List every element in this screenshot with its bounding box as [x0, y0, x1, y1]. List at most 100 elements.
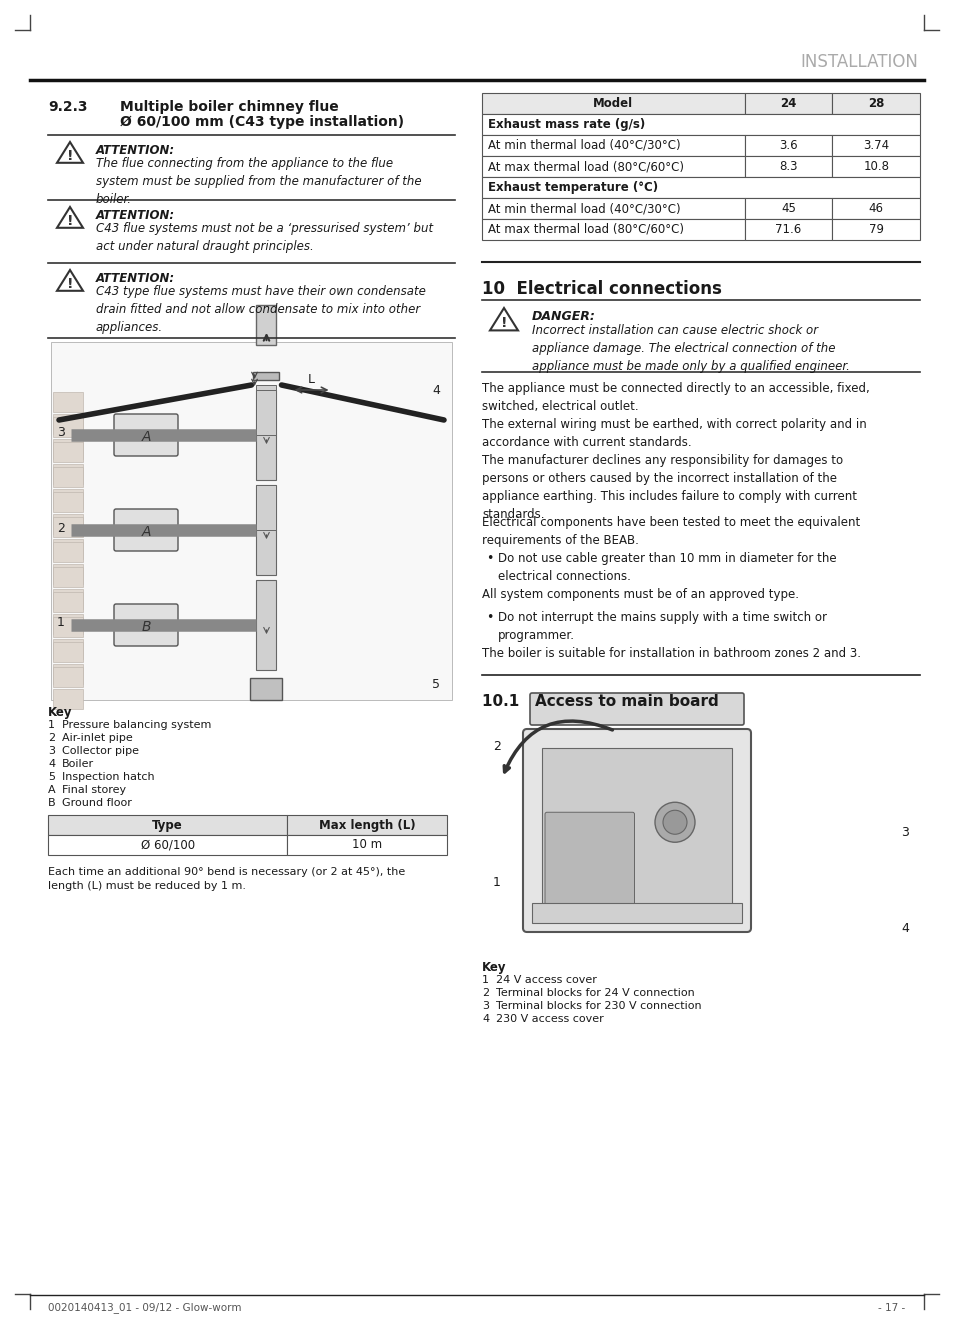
Bar	[53, 414, 83, 434]
Bar	[51, 342, 452, 700]
Text: Air-inlet pipe: Air-inlet pipe	[62, 733, 132, 743]
Bar	[744, 156, 832, 177]
Text: 8.3: 8.3	[779, 160, 797, 173]
Text: 2: 2	[48, 733, 55, 743]
FancyBboxPatch shape	[544, 812, 634, 907]
Bar	[53, 514, 83, 534]
Text: 3: 3	[48, 745, 55, 756]
Text: Do not use cable greater than 10 mm in diameter for the
electrical connections.: Do not use cable greater than 10 mm in d…	[497, 552, 836, 583]
Bar	[744, 218, 832, 240]
Text: 10  Electrical connections: 10 Electrical connections	[481, 279, 721, 298]
FancyBboxPatch shape	[113, 604, 178, 646]
Text: 1: 1	[48, 720, 55, 730]
Bar	[53, 665, 83, 685]
Bar	[53, 440, 83, 459]
Text: Model: Model	[593, 97, 633, 110]
Text: The manufacturer declines any responsibility for damages to
persons or others ca: The manufacturer declines any responsibi…	[481, 454, 856, 522]
Bar	[53, 442, 83, 462]
Text: 5: 5	[48, 772, 55, 782]
Text: 46: 46	[868, 203, 882, 214]
Bar	[256, 485, 276, 575]
Bar	[256, 391, 276, 436]
Text: The external wiring must be earthed, with correct polarity and in
accordance wit: The external wiring must be earthed, wit…	[481, 418, 866, 449]
Bar	[832, 135, 919, 156]
Text: ATTENTION:: ATTENTION:	[96, 271, 175, 285]
Text: Boiler: Boiler	[62, 759, 94, 769]
Text: 4: 4	[432, 384, 439, 396]
Text: A: A	[141, 430, 151, 444]
Text: 5: 5	[432, 678, 439, 691]
Bar	[256, 580, 276, 670]
Bar	[256, 391, 276, 481]
Bar	[53, 489, 83, 508]
Text: Incorrect installation can cause electric shock or
appliance damage. The electri: Incorrect installation can cause electri…	[532, 324, 849, 373]
Bar	[256, 305, 276, 346]
Text: !: !	[67, 213, 73, 228]
Bar	[53, 392, 83, 412]
Text: 10 m: 10 m	[352, 838, 382, 851]
Bar	[744, 93, 832, 114]
Text: 79: 79	[868, 222, 882, 236]
Text: C43 flue systems must not be a ‘pressurised system’ but
act under natural draugh: C43 flue systems must not be a ‘pressuri…	[96, 222, 433, 253]
Bar	[253, 372, 279, 380]
Text: Terminal blocks for 230 V connection: Terminal blocks for 230 V connection	[496, 1001, 700, 1012]
Circle shape	[655, 802, 695, 842]
Bar	[53, 688, 83, 708]
Text: 3.6: 3.6	[779, 139, 797, 152]
Text: The appliance must be connected directly to an accessible, fixed,
switched, elec: The appliance must be connected directly…	[481, 383, 869, 413]
Bar	[53, 592, 83, 612]
Text: 2: 2	[481, 988, 489, 998]
Bar	[287, 835, 447, 855]
Text: 4: 4	[48, 759, 55, 769]
Bar	[53, 614, 83, 634]
Text: A: A	[48, 785, 55, 794]
Text: DANGER:: DANGER:	[532, 310, 596, 323]
Bar	[744, 135, 832, 156]
Bar	[832, 199, 919, 218]
Text: Electrical components have been tested to meet the equivalent
requirements of th: Electrical components have been tested t…	[481, 516, 860, 547]
Bar	[251, 678, 282, 700]
Bar	[744, 199, 832, 218]
Text: 3.74: 3.74	[862, 139, 888, 152]
Text: B: B	[141, 620, 151, 634]
Text: 1: 1	[481, 974, 489, 985]
Text: The boiler is suitable for installation in bathroom zones 2 and 3.: The boiler is suitable for installation …	[481, 647, 861, 659]
Text: !: !	[67, 277, 73, 291]
Text: At min thermal load (40°C/30°C): At min thermal load (40°C/30°C)	[488, 203, 679, 214]
Bar	[287, 816, 447, 835]
Bar	[53, 463, 83, 485]
Text: !: !	[500, 315, 507, 330]
Text: 10.8: 10.8	[862, 160, 888, 173]
Bar	[53, 667, 83, 687]
Bar	[532, 903, 741, 923]
Text: Collector pipe: Collector pipe	[62, 745, 139, 756]
Text: 9.2.3: 9.2.3	[48, 101, 88, 114]
Text: At min thermal load (40°C/30°C): At min thermal load (40°C/30°C)	[488, 139, 679, 152]
Text: At max thermal load (80°C/60°C): At max thermal load (80°C/60°C)	[488, 222, 683, 236]
Bar	[481, 93, 744, 114]
Bar	[53, 493, 83, 512]
Text: INSTALLATION: INSTALLATION	[800, 53, 917, 71]
Text: A: A	[141, 526, 151, 539]
Text: Do not interrupt the mains supply with a time switch or
programmer.: Do not interrupt the mains supply with a…	[497, 610, 826, 642]
FancyBboxPatch shape	[113, 508, 178, 551]
Bar	[53, 642, 83, 662]
Text: At max thermal load (80°C/60°C): At max thermal load (80°C/60°C)	[488, 160, 683, 173]
Text: 1: 1	[493, 876, 500, 890]
Bar	[832, 218, 919, 240]
Text: 10.1   Access to main board: 10.1 Access to main board	[481, 694, 718, 708]
Bar	[481, 199, 744, 218]
Text: L: L	[308, 373, 314, 387]
Text: Terminal blocks for 24 V connection: Terminal blocks for 24 V connection	[496, 988, 694, 998]
Text: 4: 4	[901, 922, 908, 935]
Text: All system components must be of an approved type.: All system components must be of an appr…	[481, 588, 799, 601]
Text: ATTENTION:: ATTENTION:	[96, 144, 175, 158]
Text: B: B	[48, 798, 55, 808]
FancyBboxPatch shape	[113, 414, 178, 455]
Text: Ø 60/100: Ø 60/100	[140, 838, 194, 851]
Text: The flue connecting from the appliance to the flue
system must be supplied from : The flue connecting from the appliance t…	[96, 158, 421, 207]
Bar	[256, 485, 276, 530]
Text: Final storey: Final storey	[62, 785, 126, 794]
Bar	[53, 542, 83, 561]
Text: 2: 2	[57, 522, 65, 535]
